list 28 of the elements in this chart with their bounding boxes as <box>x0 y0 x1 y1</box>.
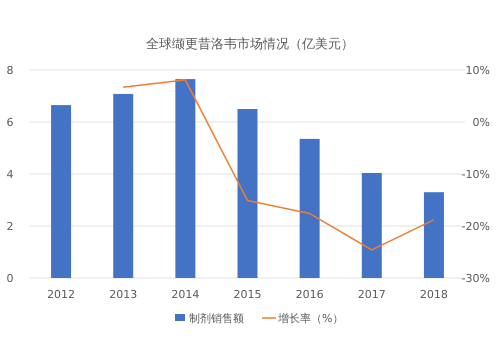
legend-label: 制剂销售额 <box>189 312 244 325</box>
y-tick-label: 6 <box>6 116 14 129</box>
y2-tick-label: 10% <box>466 64 490 77</box>
legend-label: 增长率（%） <box>277 312 344 325</box>
bar <box>175 79 196 278</box>
y-tick-label: 4 <box>6 168 14 181</box>
bar <box>238 109 258 278</box>
x-tick-label: 2014 <box>171 288 200 301</box>
bar <box>51 105 72 278</box>
x-tick-label: 2017 <box>358 288 386 301</box>
bar <box>300 138 320 278</box>
y2-tick-label: -20% <box>462 220 490 233</box>
chart-title: 全球缬更昔洛韦市场情况（亿美元） <box>146 36 354 52</box>
x-tick-label: 2016 <box>296 288 324 301</box>
x-tick-label: 2015 <box>234 288 262 301</box>
y2-tick-label: -10% <box>462 168 490 181</box>
line-series <box>122 79 435 251</box>
y-tick-label: 2 <box>6 220 14 233</box>
y-tick-label: 0 <box>6 272 14 285</box>
x-tick-label: 2018 <box>420 288 448 301</box>
x-tick-label: 2013 <box>109 288 138 301</box>
bar <box>424 192 444 278</box>
y2-tick-label: -30% <box>462 272 490 285</box>
bar <box>362 172 382 278</box>
bar <box>113 94 134 278</box>
y-tick-label: 8 <box>6 64 14 77</box>
x-tick-label: 2012 <box>47 288 76 301</box>
y2-tick-label: 0% <box>472 116 490 129</box>
